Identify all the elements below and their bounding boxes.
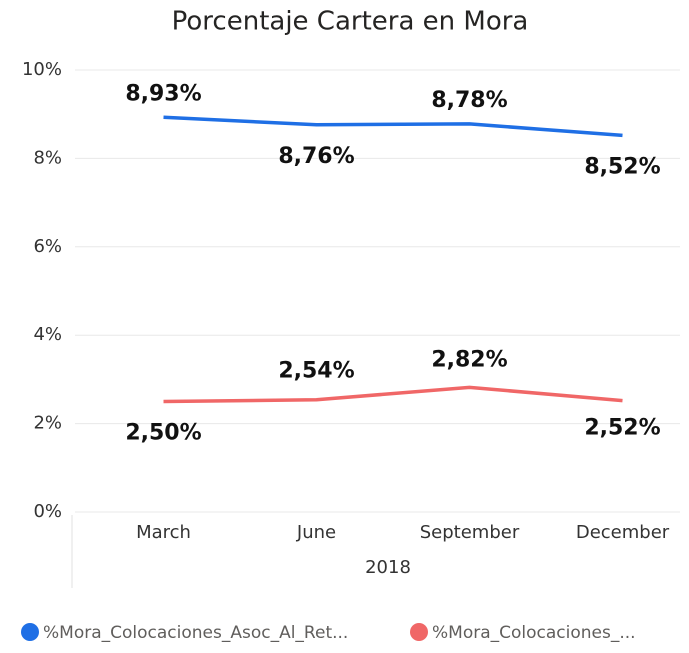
legend-marker [410,623,428,641]
data-label: 2,82% [431,347,507,372]
x-axis-label: 2018 [365,557,411,578]
data-label: 2,50% [125,421,201,446]
x-tick-label: March [136,522,191,543]
data-label: 8,78% [431,88,507,113]
chart-title: Porcentaje Cartera en Mora [172,7,529,37]
data-label: 2,52% [584,416,660,441]
data-label: 8,76% [278,144,354,169]
legend-label: %Mora_Colocaciones_Asoc_Al_Ret... [43,623,348,643]
y-tick-label: 2% [33,413,62,434]
legend-label: %Mora_Colocaciones_... [432,623,636,643]
y-tick-label: 4% [33,324,62,345]
data-label: 8,52% [584,154,660,179]
data-label: 8,93% [125,81,201,106]
y-tick-label: 6% [33,236,62,257]
x-tick-label: December [576,522,670,543]
data-label: 2,54% [278,359,354,384]
x-tick-label: June [296,522,336,543]
legend-marker [21,623,39,641]
line [163,115,623,138]
x-tick-label: September [420,522,520,543]
line [163,385,623,404]
y-tick-label: 10% [22,59,62,80]
y-tick-label: 8% [33,147,62,168]
y-tick-label: 0% [33,501,62,522]
